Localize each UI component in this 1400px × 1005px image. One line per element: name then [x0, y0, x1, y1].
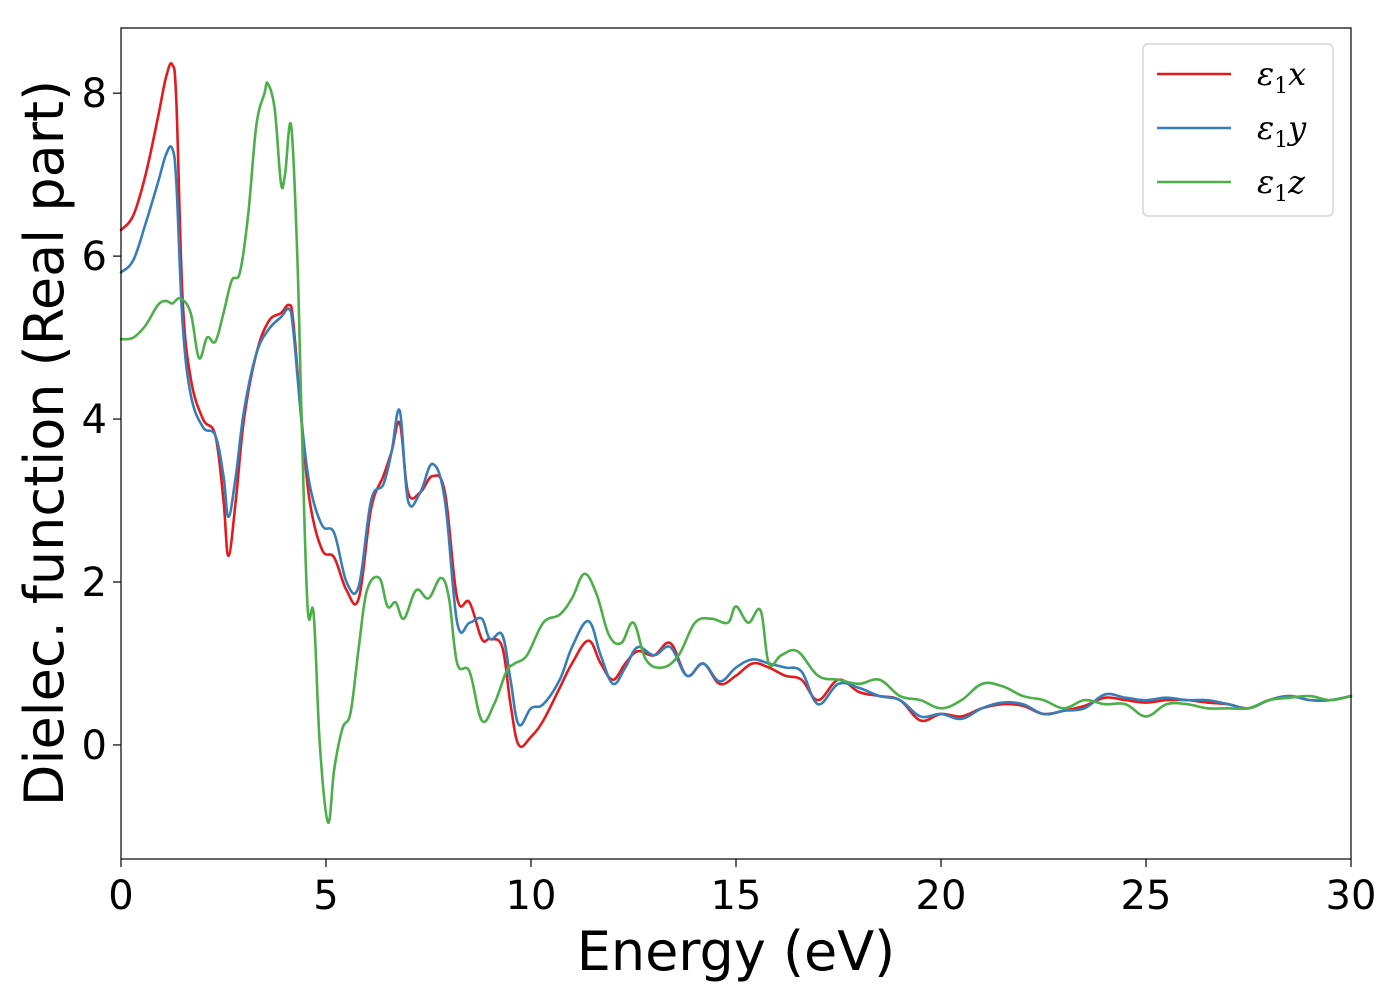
- series-layer: [119, 62, 1353, 824]
- y-axis: 0 2 4 6 8: [82, 71, 121, 769]
- x-tick-label: 15: [711, 873, 762, 919]
- x-tick-label: 5: [313, 873, 338, 919]
- x-tick-label: 0: [108, 873, 133, 919]
- series-line-y: [119, 145, 1353, 727]
- y-tick-label: 8: [82, 71, 107, 117]
- legend-label-x: ε1x: [1257, 55, 1306, 99]
- x-tick-label: 10: [506, 873, 557, 919]
- y-tick-label: 6: [82, 234, 107, 280]
- series-line-z: [119, 81, 1353, 824]
- y-axis-title: Dielec. function (Real part): [13, 80, 76, 806]
- legend: ε1x ε1y ε1z: [1142, 43, 1334, 217]
- legend-label-y: ε1y: [1257, 109, 1307, 153]
- x-axis: 0 5 10 15 20 25 30: [108, 859, 1376, 919]
- y-tick-label: 2: [82, 560, 107, 606]
- y-tick-label: 0: [82, 723, 107, 769]
- x-tick-label: 20: [916, 873, 967, 919]
- x-tick-label: 30: [1326, 873, 1377, 919]
- legend-box: [1142, 43, 1334, 217]
- y-tick-label: 4: [82, 397, 107, 443]
- legend-label-z: ε1z: [1257, 163, 1306, 207]
- x-tick-label: 25: [1121, 873, 1172, 919]
- x-axis-title: Energy (eV): [577, 920, 896, 983]
